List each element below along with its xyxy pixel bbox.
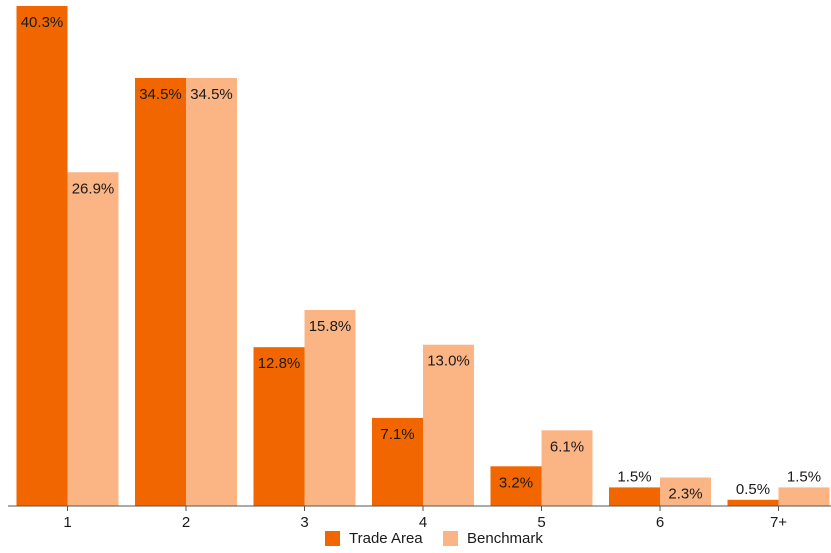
bar-trade-area	[372, 417, 423, 506]
data-label-trade-area: 3.2%	[499, 474, 533, 491]
data-label-benchmark: 1.5%	[787, 468, 821, 485]
data-label-trade-area: 34.5%	[139, 86, 182, 103]
x-tick-label: 6	[656, 514, 664, 531]
bar-benchmark	[67, 172, 119, 506]
bar-trade-area	[609, 487, 660, 506]
bar-benchmark	[304, 309, 356, 506]
bar-trade-area	[727, 499, 779, 506]
x-tick-label: 5	[537, 514, 545, 531]
data-label-trade-area: 7.1%	[380, 426, 414, 443]
data-label-benchmark: 34.5%	[190, 86, 233, 103]
x-tick-label: 2	[182, 514, 190, 531]
bar-trade-area	[490, 466, 542, 506]
legend-swatch-benchmark	[443, 531, 458, 546]
bar-benchmark	[541, 430, 593, 506]
data-label-benchmark: 26.9%	[72, 180, 115, 197]
data-label-trade-area: 12.8%	[258, 355, 301, 372]
data-label-benchmark: 15.8%	[309, 318, 352, 335]
bar-trade-area	[16, 6, 68, 506]
x-tick-label: 4	[419, 514, 427, 531]
data-label-benchmark: 2.3%	[668, 485, 702, 502]
bars-layer: 40.3% 26.9% 34.5% 34.5% 12.8% 15.8% 7.1% 13.0% 3…	[16, 6, 830, 506]
x-tick-label: 3	[300, 514, 308, 531]
legend: Trade Area Benchmark	[325, 530, 543, 547]
data-label-trade-area: 0.5%	[736, 481, 770, 498]
bar-trade-area	[253, 347, 305, 506]
bar-benchmark	[423, 344, 474, 506]
legend-label-trade-area: Trade Area	[349, 530, 423, 547]
x-axis-ticks: 1 2 3 4 5 6 7+	[63, 506, 787, 531]
bar-trade-area	[135, 77, 186, 506]
bar-benchmark	[186, 77, 237, 506]
data-label-trade-area: 1.5%	[617, 468, 651, 485]
data-label-benchmark: 6.1%	[550, 438, 584, 455]
data-label-trade-area: 40.3%	[21, 14, 64, 31]
x-tick-label: 1	[63, 514, 71, 531]
x-tick-label: 7+	[770, 514, 787, 531]
bar-benchmark	[778, 487, 830, 506]
legend-swatch-trade-area	[325, 531, 340, 546]
data-label-benchmark: 13.0%	[427, 353, 470, 370]
bar-benchmark	[660, 477, 711, 506]
legend-label-benchmark: Benchmark	[467, 530, 543, 547]
